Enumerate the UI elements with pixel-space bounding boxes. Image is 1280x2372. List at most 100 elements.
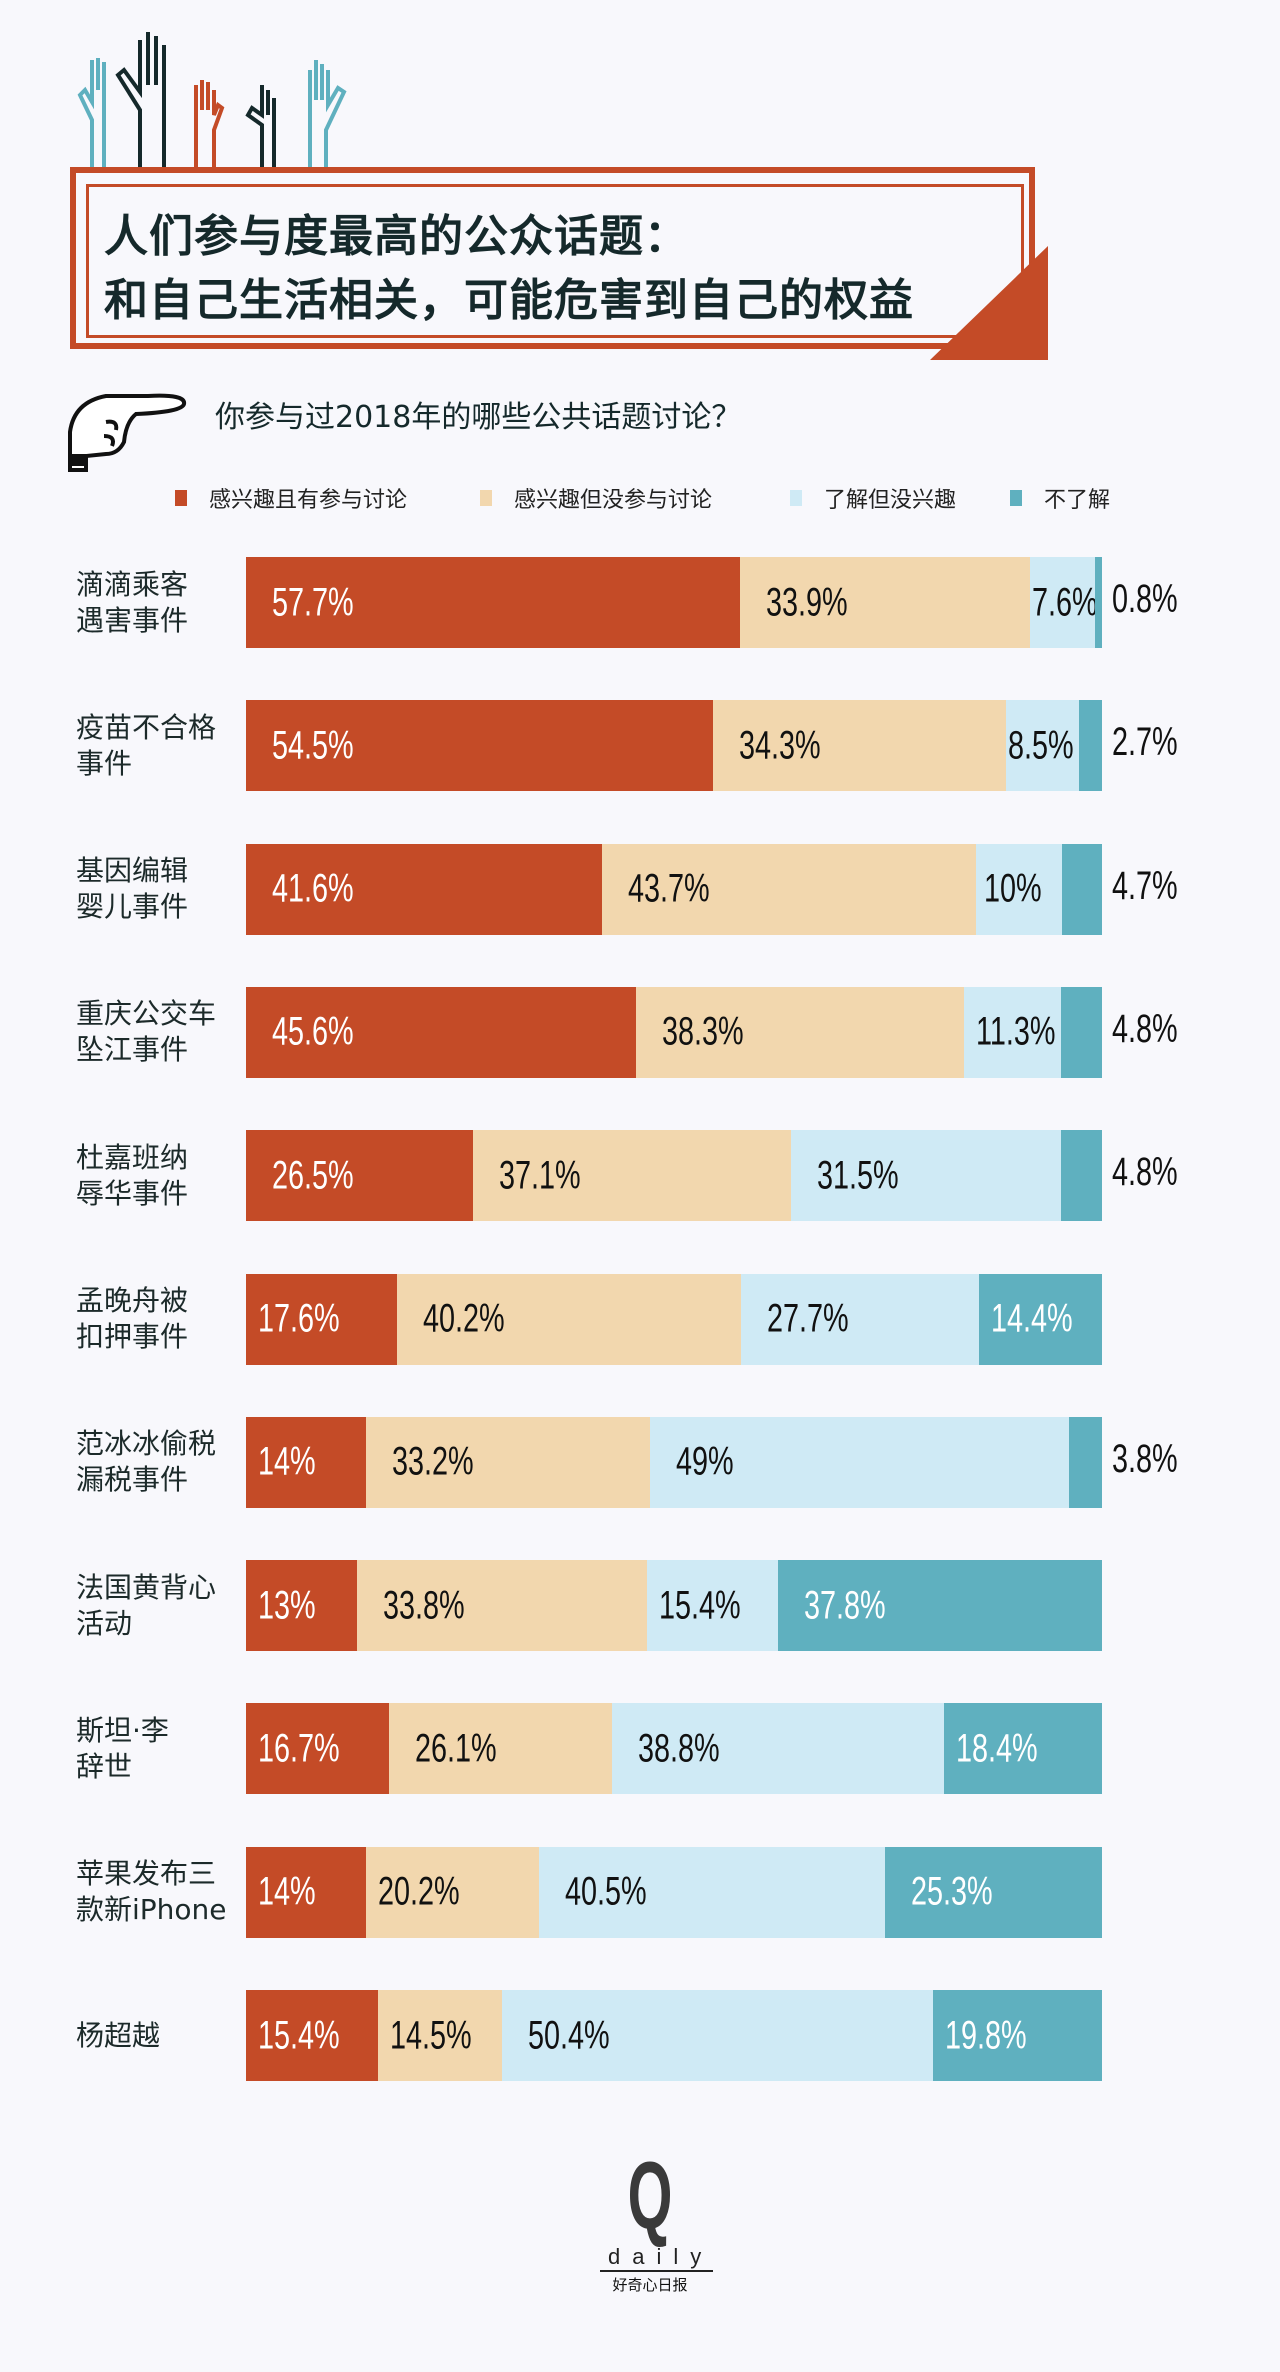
title-inner-frame	[86, 184, 1024, 338]
legend-item: 感兴趣且有参与讨论	[175, 482, 407, 514]
bar-segment: 49%	[650, 1416, 1070, 1508]
value-label: 19.8%	[944, 2013, 1027, 2057]
raised-hands-icon	[77, 32, 347, 170]
stacked-bar: 45.6% 38.3% 11.3%	[246, 986, 1102, 1078]
pointing-hand-icon	[68, 393, 187, 472]
value-label: 34.3%	[738, 723, 821, 768]
row-label: 孟晚舟被 扣押事件	[76, 1284, 189, 1353]
value-label: 38.8%	[638, 1726, 721, 1771]
value-label: 33.9%	[765, 580, 848, 624]
value-label: 41.6%	[272, 866, 354, 911]
stacked-bar: 16.7% 26.1% 38.8% 18.4%	[246, 1703, 1102, 1795]
bar-segment: 14.4%	[978, 1273, 1102, 1365]
bar-segment: 27.7%	[741, 1273, 979, 1365]
row-label: 疫苗不合格 事件	[76, 710, 217, 780]
legend-item: 了解但没兴趣	[790, 482, 956, 514]
value-label: 13%	[258, 1583, 316, 1628]
bar-segment: 11.3%	[964, 986, 1061, 1078]
bar-segment: 7.6%	[1030, 557, 1098, 648]
legend-label: 感兴趣但没参与讨论	[514, 488, 713, 513]
bar-segment: 14%	[246, 1416, 366, 1508]
title-line-2: 和自己生活相关，可能危害到自己的权益	[104, 275, 914, 326]
bar-segment: 26.1%	[388, 1703, 613, 1795]
bar-segment	[1060, 986, 1102, 1078]
bar-segment: 45.6%	[246, 986, 637, 1078]
row-label: 杜嘉班纳 辱华事件	[76, 1140, 189, 1210]
bar-segment	[1069, 1416, 1102, 1508]
bar-segment: 33.9%	[739, 557, 1031, 648]
stacked-bar: 15.4% 14.5% 50.4% 19.8%	[246, 1990, 1102, 2081]
value-label: 15.4%	[258, 2013, 340, 2057]
bar-segment: 16.7%	[246, 1703, 389, 1795]
row-label: 法国黄背心 活动	[76, 1570, 217, 1640]
bar-segment: 54.5%	[246, 700, 713, 792]
bar-segment: 37.1%	[473, 1130, 791, 1222]
value-label: 14.4%	[990, 1296, 1073, 1341]
bar-segment: 15.4%	[646, 1560, 779, 1652]
stacked-bar: 57.7% 33.9% 7.6%	[246, 557, 1102, 648]
bar-segment: 25.3%	[885, 1846, 1102, 1938]
title-frame	[70, 167, 1035, 349]
legend-swatch	[1010, 490, 1022, 506]
bar-segment: 18.4%	[944, 1703, 1102, 1795]
bar-segment: 17.6%	[246, 1273, 397, 1365]
bar-segment: 20.2%	[365, 1846, 539, 1938]
bar-segment: 38.8%	[612, 1703, 945, 1795]
qdaily-logo: Q daily 好奇心日报	[600, 2142, 714, 2295]
stacked-bar: 13% 33.8% 15.4% 37.8%	[246, 1560, 1102, 1652]
value-label: 25.3%	[911, 1869, 994, 1914]
value-label: 27.7%	[767, 1296, 849, 1341]
value-label: 31.5%	[816, 1153, 899, 1198]
value-label: 17.6%	[258, 1296, 340, 1341]
value-label: 37.8%	[804, 1583, 887, 1628]
stacked-bar: 41.6% 43.7% 10%	[246, 843, 1102, 935]
legend-label: 不了解	[1044, 488, 1111, 513]
bar-segment: 15.4%	[246, 1990, 378, 2081]
value-label: 37.1%	[499, 1153, 581, 1198]
bar-segment: 19.8%	[932, 1990, 1102, 2081]
value-label: 54.5%	[272, 723, 354, 768]
bar-segment	[1095, 557, 1102, 648]
row-label: 滴滴乘客 遇害事件	[76, 567, 189, 637]
value-label: 57.7%	[272, 580, 354, 624]
stacked-bar: 54.5% 34.3% 8.5%	[246, 700, 1102, 792]
legend-item: 不了解	[1010, 482, 1110, 514]
bar-segment: 33.2%	[365, 1416, 651, 1508]
value-label: 49%	[676, 1439, 734, 1484]
value-label: 26.5%	[272, 1153, 354, 1198]
bar-segment: 37.8%	[778, 1560, 1102, 1652]
row-label: 斯坦·李 辞世	[76, 1713, 169, 1783]
bar-segment: 40.5%	[538, 1846, 886, 1938]
title-line-1: 人们参与度最高的公众话题：	[104, 211, 689, 262]
legend-item: 感兴趣但没参与讨论	[480, 482, 712, 514]
logo-cn: 好奇心日报	[612, 2276, 688, 2294]
value-label: 20.2%	[377, 1869, 460, 1914]
bar-segment: 38.3%	[636, 986, 965, 1078]
legend-label: 了解但没兴趣	[824, 488, 957, 513]
value-label: 14.5%	[389, 2013, 472, 2057]
value-label: 0.8%	[1112, 577, 1178, 621]
bar-segment	[1060, 1130, 1102, 1222]
corner-triangle-decoration	[930, 246, 1048, 360]
bar-segment	[1061, 843, 1102, 935]
stacked-bar: 14% 20.2% 40.5% 25.3%	[246, 1846, 1102, 1938]
value-label: 33.8%	[383, 1583, 465, 1628]
bar-segment: 41.6%	[246, 843, 603, 935]
value-label: 8.5%	[1008, 723, 1074, 768]
legend-swatch	[480, 490, 492, 506]
logo-letter: Q	[627, 2142, 673, 2249]
value-label: 15.4%	[658, 1583, 741, 1628]
value-label: 16.7%	[258, 1726, 340, 1771]
bar-segment: 14.5%	[377, 1990, 502, 2081]
bar-segment: 10%	[976, 843, 1062, 935]
value-label: 4.7%	[1112, 863, 1178, 908]
row-label: 重庆公交车 坠江事件	[76, 997, 217, 1067]
question-text: 你参与过2018年的哪些公共话题讨论？	[215, 400, 742, 435]
value-label: 2.7%	[1112, 720, 1178, 765]
bar-segment: 57.7%	[246, 557, 740, 648]
bar-segment: 34.3%	[712, 700, 1007, 792]
value-label: 11.3%	[976, 1009, 1056, 1054]
bar-segment: 26.5%	[246, 1130, 474, 1222]
bar-segment: 13%	[246, 1560, 358, 1652]
